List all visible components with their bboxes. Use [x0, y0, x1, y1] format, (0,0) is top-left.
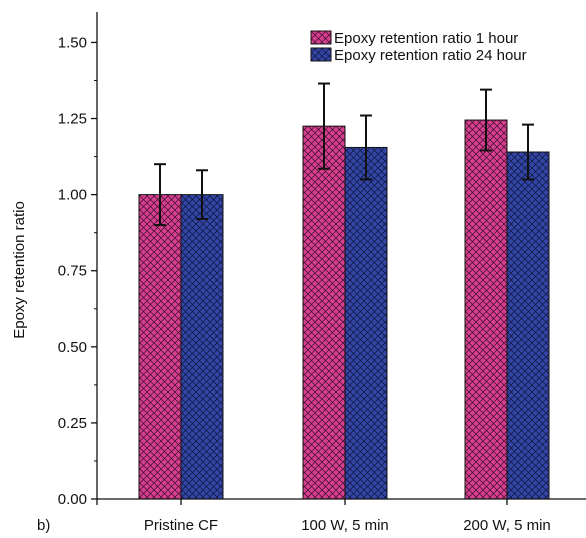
x-tick-label: Pristine CF — [144, 517, 218, 534]
x-tick-label: 100 W, 5 min — [301, 517, 389, 534]
y-tick-label: 1.00 — [58, 187, 87, 204]
panel-label: b) — [37, 517, 50, 534]
plot-area — [138, 82, 550, 500]
legend-swatch — [310, 30, 332, 45]
bar-1-hour — [464, 119, 508, 500]
bar-24-hour — [180, 194, 224, 500]
bar-24-hour — [344, 146, 388, 500]
bars-group — [138, 119, 550, 500]
y-axis-title: Epoxy retention ratio — [11, 201, 28, 339]
legend-label: Epoxy retention ratio 1 hour — [334, 30, 518, 47]
y-tick-label: 1.25 — [58, 111, 87, 128]
y-tick-label: 0.75 — [58, 263, 87, 280]
errorbars-group — [154, 82, 534, 227]
legend-swatch — [310, 47, 332, 62]
y-axis-ticks: 0.00 0.25 0.50 0.75 1.00 1.25 1.50 — [58, 34, 97, 508]
y-tick-label: 0.50 — [58, 339, 87, 356]
y-tick-label: 0.25 — [58, 415, 87, 432]
bar-24-hour — [506, 151, 550, 500]
bar-1-hour — [302, 125, 346, 500]
x-tick-label: 200 W, 5 min — [463, 517, 551, 534]
bar-1-hour — [138, 194, 182, 500]
y-tick-label: 0.00 — [58, 491, 87, 508]
legend-label: Epoxy retention ratio 24 hour — [334, 47, 527, 64]
y-tick-label: 1.50 — [58, 34, 87, 51]
x-axis-ticks: Pristine CF 100 W, 5 min 200 W, 5 min — [144, 499, 551, 534]
